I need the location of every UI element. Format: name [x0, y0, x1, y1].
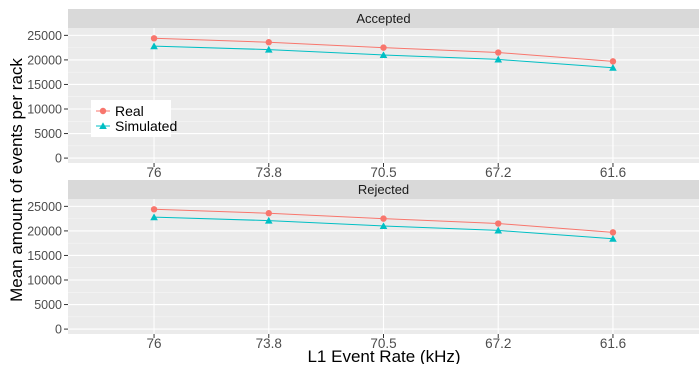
x-tick-label: 76	[147, 336, 162, 351]
x-tick-label: 61.6	[600, 165, 626, 180]
panel-accepted: Accepted 0 5000 10000 15000 20000 25000 76 73.8 7…	[27, 9, 699, 180]
y-tick-label: 0	[55, 152, 62, 166]
y-tick-label: 25000	[27, 29, 62, 43]
x-tick-label: 67.2	[485, 336, 511, 351]
panel-strip	[68, 9, 699, 28]
y-tick-label: 20000	[27, 224, 62, 238]
panel-strip	[68, 180, 699, 199]
data-point-real	[609, 229, 617, 236]
data-point-simulated	[379, 222, 388, 230]
data-point-real	[495, 220, 502, 227]
data-point-real	[380, 44, 387, 51]
data-point-simulated	[150, 213, 158, 221]
x-tick-label: 70.5	[370, 165, 396, 180]
y-tick-label: 5000	[34, 298, 62, 312]
legend-key-marker	[99, 107, 107, 115]
data-point-real	[609, 58, 617, 65]
y-tick-label: 10000	[27, 274, 62, 288]
y-tick-label: 25000	[27, 200, 62, 214]
data-point-real	[495, 49, 502, 56]
y-tick-label: 5000	[34, 127, 62, 141]
data-point-simulated	[264, 216, 273, 224]
panel-title: Accepted	[356, 11, 410, 26]
data-point-simulated	[494, 55, 503, 63]
data-point-simulated	[494, 226, 503, 234]
data-point-simulated	[609, 234, 617, 242]
legend-label: Real	[115, 103, 144, 119]
legend-key-marker	[99, 122, 107, 130]
data-point-real	[150, 35, 158, 42]
panel-title: Rejected	[358, 182, 409, 197]
x-tick-label: 73.8	[256, 165, 282, 180]
data-point-simulated	[609, 63, 617, 71]
x-tick-label: 67.2	[485, 165, 511, 180]
x-tick-label: 73.8	[256, 336, 282, 351]
x-axis-label: L1 Event Rate (kHz)	[307, 347, 460, 364]
y-tick-label: 15000	[27, 78, 62, 92]
y-tick-label: 20000	[27, 53, 62, 67]
y-tick-label: 15000	[27, 249, 62, 263]
legend-label: Simulated	[115, 118, 177, 134]
x-tick-label: 61.6	[600, 336, 626, 351]
y-tick-label: 0	[55, 323, 62, 337]
data-point-simulated	[150, 42, 158, 50]
x-tick-label: 70.5	[370, 336, 396, 351]
data-point-simulated	[379, 51, 388, 59]
data-point-real	[150, 206, 158, 213]
data-point-simulated	[264, 45, 273, 53]
data-point-real	[380, 215, 387, 222]
data-point-real	[265, 39, 272, 46]
y-tick-label: 10000	[27, 103, 62, 117]
data-point-real	[265, 210, 272, 217]
panel-rejected: Rejected 0 5000 10000 15000 20000 25000 76 73.8 7…	[27, 180, 699, 351]
legend-background	[91, 100, 171, 137]
x-tick-label: 76	[147, 165, 162, 180]
y-axis-label: Mean amount of events per rack	[7, 58, 26, 302]
